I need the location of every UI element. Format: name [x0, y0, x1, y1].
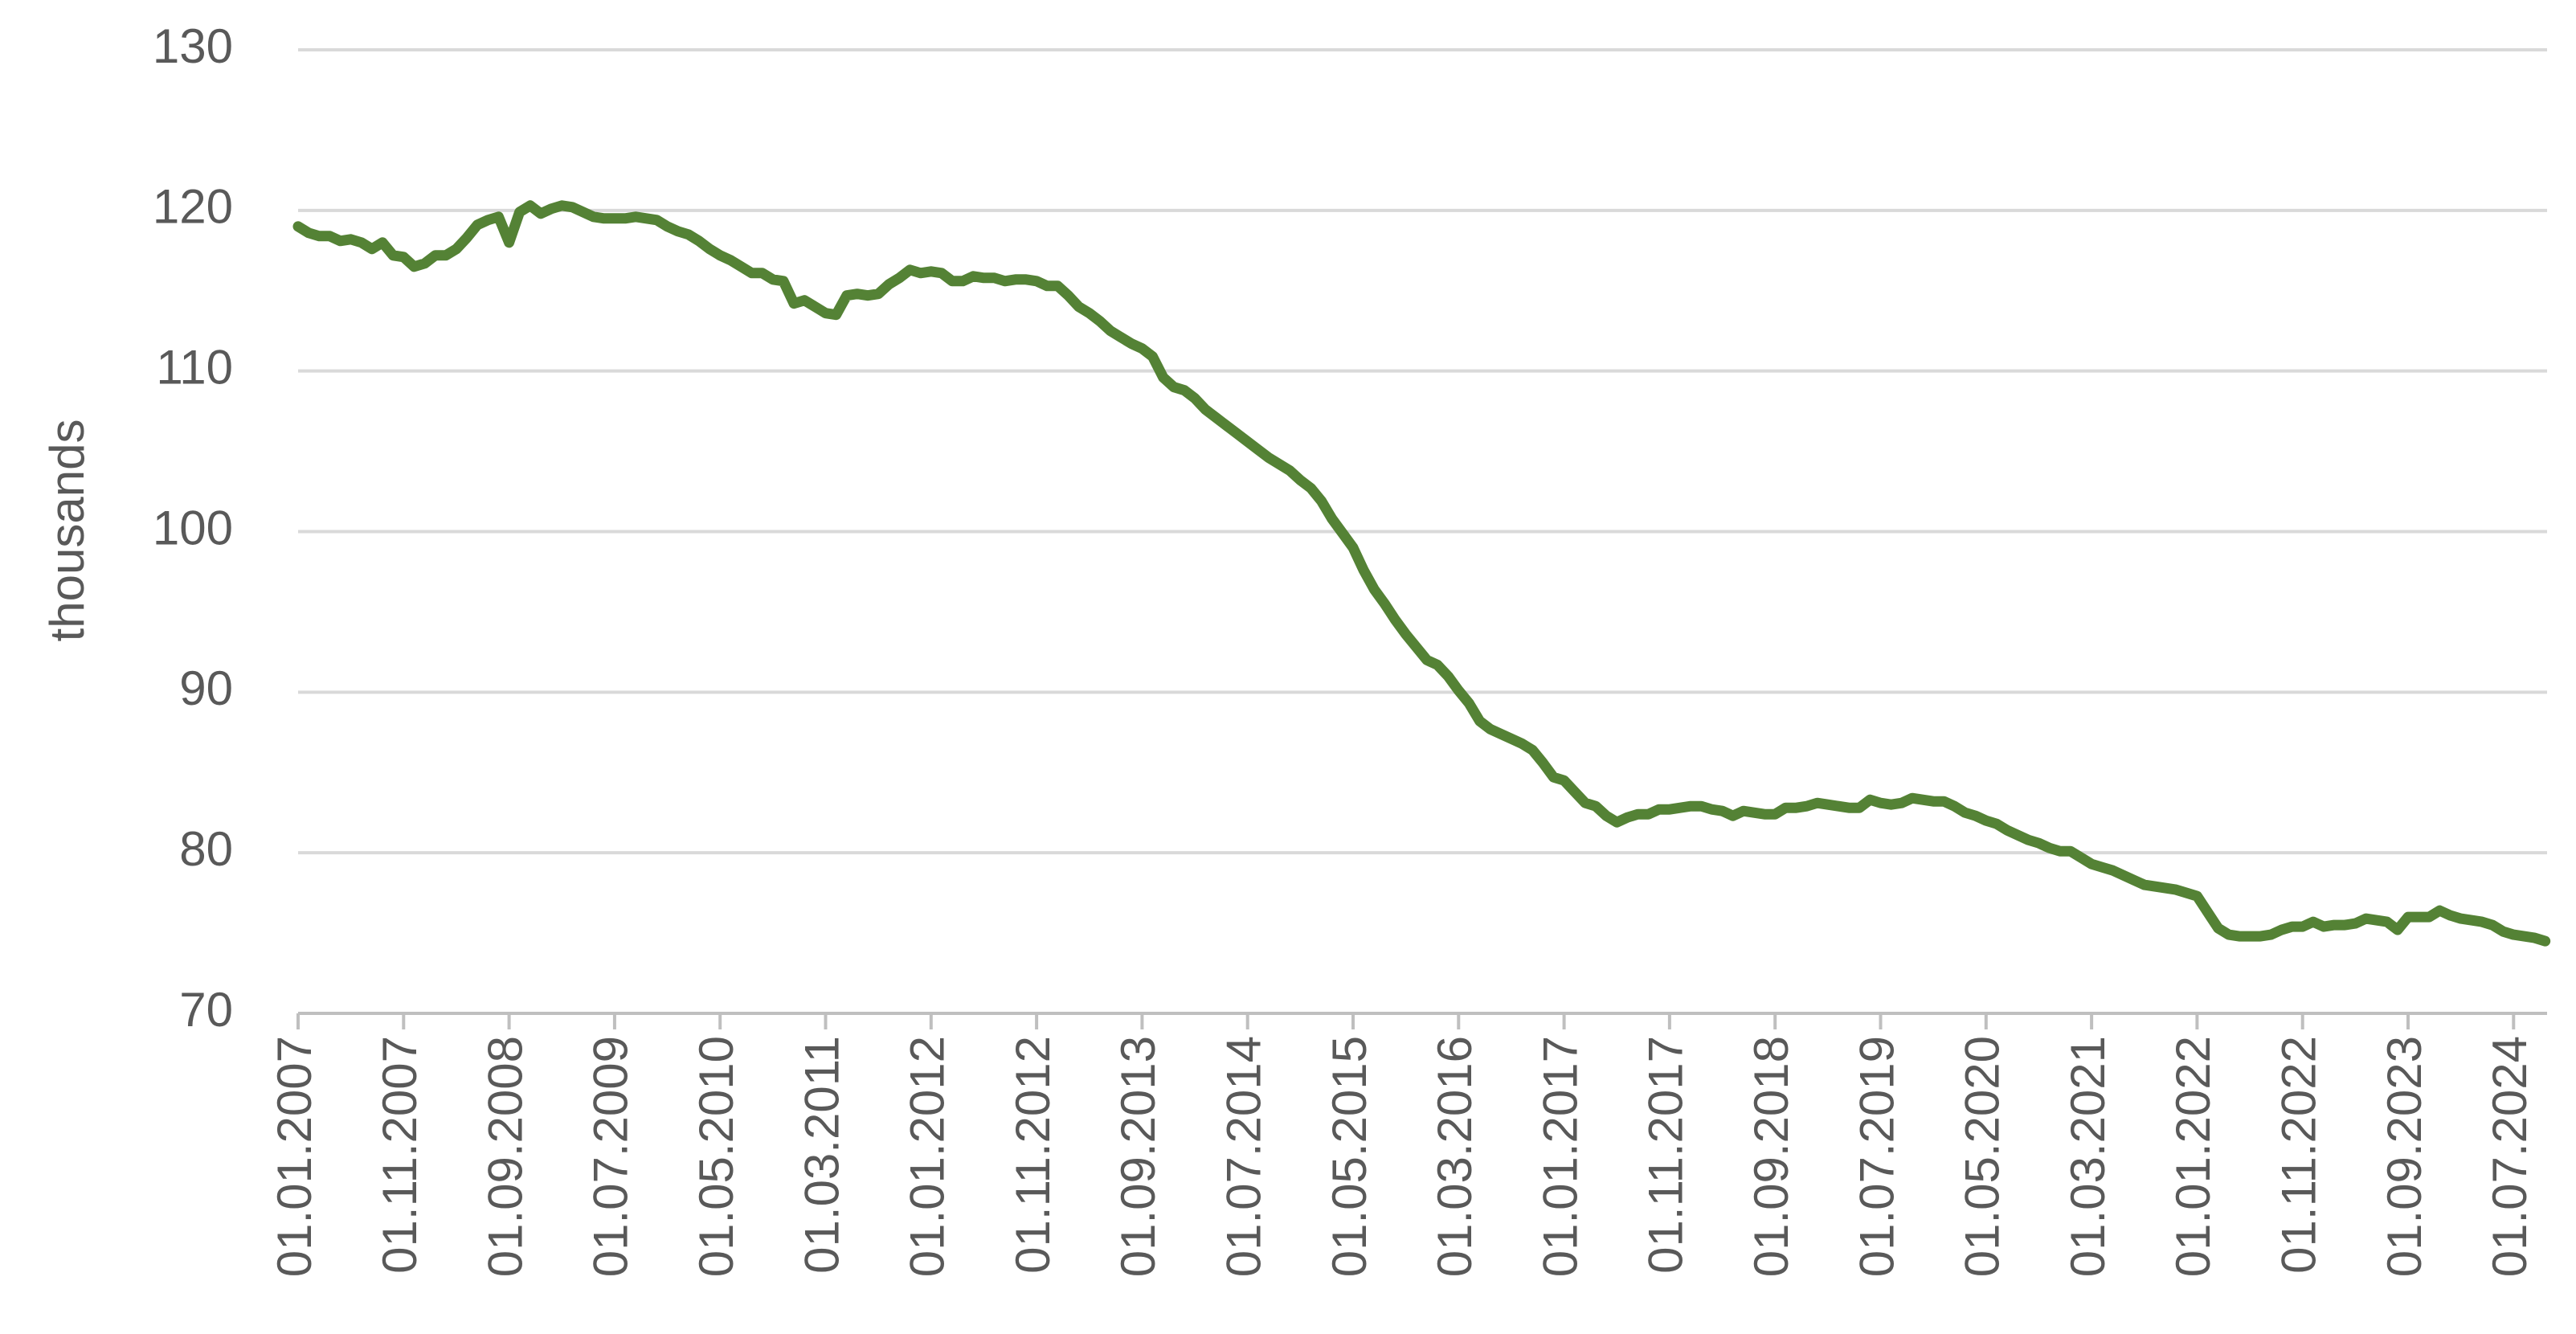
x-tick-label: 01.01.2007	[268, 1036, 321, 1277]
x-tick-label: 01.01.2012	[901, 1036, 955, 1277]
y-tick-label: 70	[179, 983, 233, 1037]
y-tick-label: 110	[156, 341, 233, 395]
x-tick-label: 01.07.2024	[2483, 1036, 2537, 1277]
x-tick-label: 01.11.2017	[1639, 1036, 1693, 1274]
x-tick-label: 01.09.2008	[478, 1036, 532, 1277]
x-tick-label: 01.11.2022	[2272, 1036, 2326, 1274]
x-tick-label: 01.05.2020	[1956, 1036, 2010, 1277]
x-tick-label: 01.01.2017	[1533, 1036, 1587, 1277]
x-tick-label: 01.05.2015	[1323, 1036, 1376, 1277]
x-tick-label: 01.03.2011	[795, 1036, 848, 1274]
data-line	[292, 200, 2551, 947]
x-tick-label: 01.07.2019	[1850, 1036, 1903, 1277]
x-tick-label: 01.01.2022	[2166, 1036, 2220, 1277]
y-axis-label: thousands	[40, 419, 94, 642]
x-tick-label: 01.09.2013	[1111, 1036, 1165, 1277]
y-tick-label: 130	[153, 19, 233, 73]
x-tick-label: 01.11.2012	[1006, 1036, 1060, 1274]
x-tick-label: 01.03.2016	[1428, 1036, 1482, 1277]
x-tick-label: 01.11.2007	[373, 1036, 427, 1274]
x-tick-label: 01.05.2010	[689, 1036, 743, 1277]
x-tick-label: 01.07.2014	[1217, 1036, 1271, 1277]
x-tick-label: 01.03.2021	[2061, 1036, 2115, 1277]
y-tick-label: 90	[179, 661, 233, 715]
x-tick-label: 01.07.2009	[584, 1036, 638, 1277]
y-tick-label: 120	[153, 180, 233, 234]
x-tick-label: 01.09.2023	[2378, 1036, 2431, 1277]
y-tick-label: 80	[179, 822, 233, 876]
y-tick-label: 100	[153, 501, 233, 554]
x-tick-label: 01.09.2018	[1744, 1036, 1798, 1277]
